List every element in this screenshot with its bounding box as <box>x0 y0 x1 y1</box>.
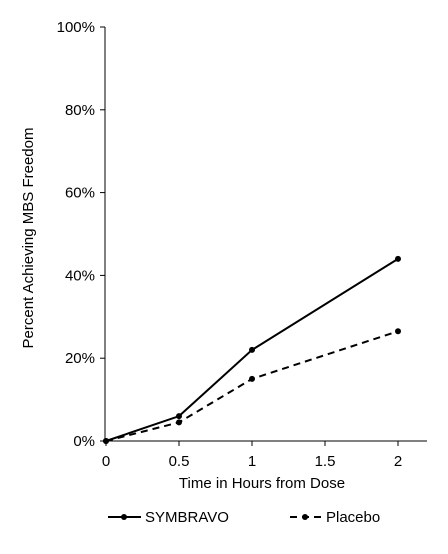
y-tick-label: 100% <box>57 19 95 36</box>
data-point-placebo <box>103 438 109 444</box>
axes-layer <box>104 27 427 442</box>
x-tick-label: 1 <box>248 453 256 470</box>
y-tick-label: 0% <box>73 433 95 450</box>
data-point-placebo <box>395 328 401 335</box>
series-line-symbravo <box>105 257 399 442</box>
tick-layer: 0% 20% 40% 60% 80% 100% 0 0.5 1 1.5 2 <box>57 19 403 470</box>
y-axis-label: Percent Achieving MBS Freedom <box>20 128 37 349</box>
x-tick-label: 1.5 <box>315 453 336 470</box>
legend: SYMBRAVO Placebo <box>108 509 380 526</box>
legend-marker-symbravo <box>121 514 127 520</box>
series-layer <box>103 255 401 444</box>
legend-marker-placebo <box>302 514 308 520</box>
data-point-placebo <box>249 375 255 382</box>
y-tick-label: 40% <box>65 267 95 284</box>
x-axis-label: Time in Hours from Dose <box>179 475 345 492</box>
y-tick-label: 60% <box>65 185 95 202</box>
data-point-symbravo <box>249 346 255 353</box>
data-point-placebo <box>176 419 182 426</box>
data-point-symbravo <box>395 255 401 262</box>
y-tick-label: 80% <box>65 102 95 119</box>
legend-label-symbravo: SYMBRAVO <box>145 509 229 526</box>
x-tick-label: 0.5 <box>169 453 190 470</box>
legend-label-placebo: Placebo <box>326 509 380 526</box>
x-tick-label: 2 <box>394 453 402 470</box>
series-line-placebo <box>105 330 399 442</box>
data-point-symbravo <box>176 413 182 420</box>
x-tick-label: 0 <box>102 453 110 470</box>
y-tick-label: 20% <box>65 350 95 367</box>
